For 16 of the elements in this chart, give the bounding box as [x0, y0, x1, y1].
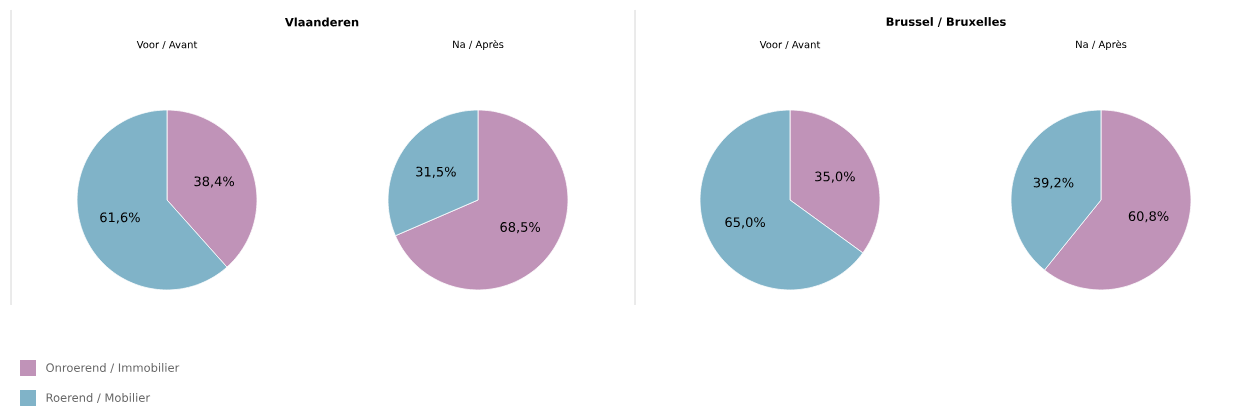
data-label: 38,4%: [194, 176, 235, 188]
data-label: 65,0%: [725, 217, 766, 229]
data-label: 60,8%: [1128, 211, 1169, 223]
text: Brussel / Bruxelles: [886, 17, 1006, 27]
chart-subtitle: Voor / Avant: [136, 40, 198, 50]
chart-subtitle: Voor / Avant: [759, 40, 821, 50]
data-label: 35,0%: [815, 171, 855, 183]
text: Vlaanderen: [284, 17, 359, 27]
data-label: 68,5%: [500, 222, 541, 234]
chart-subtitle: Na / Après: [453, 39, 504, 51]
data-label: 39,2%: [1033, 177, 1074, 189]
legend-label: Roerend / Mobilier: [46, 393, 151, 403]
legend-label: Onroerend / Immobilier: [46, 363, 180, 373]
chart-subtitle: Na / Après: [1076, 39, 1127, 51]
data-label: 31,5%: [416, 166, 456, 178]
data-label: 61,6%: [100, 212, 140, 224]
